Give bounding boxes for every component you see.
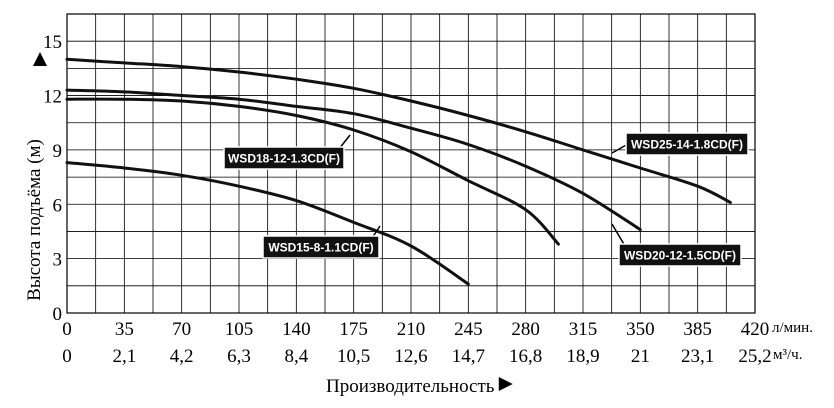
x-unit-secondary: м³/ч. (773, 347, 802, 363)
x-axis-title: Производительность (326, 376, 495, 397)
x-tick-label-secondary: 10,5 (337, 346, 370, 367)
series-labels: WSD18-12-1.3CD(F) WSD25-14-1.8CD(F) WSD15-… (223, 132, 749, 267)
series-line-wsd18-12-1-3cd-f (65, 97, 560, 246)
series-line-wsd25-14-1-8cd-f (65, 57, 732, 204)
label-leader-line (611, 223, 626, 247)
series-label-box (625, 132, 749, 156)
x-tick-label-secondary: 8,4 (284, 346, 308, 367)
x-tick-label-secondary: 23,1 (681, 346, 714, 367)
grid (66, 13, 756, 314)
x-tick-label-primary: 385 (683, 319, 712, 340)
series-label-box (618, 243, 742, 267)
x-tick-label-secondary: 0 (62, 346, 72, 367)
y-tick-labels: 0 3 6 9 12 15 (43, 32, 62, 325)
series-label: WSD20-12-1.5CD(F) (624, 249, 736, 263)
x-tick-label-primary: 105 (225, 319, 254, 340)
series-label: WSD18-12-1.3CD(F) (228, 152, 340, 166)
y-axis-title: Высота подъёма (м) (24, 139, 45, 301)
series-curves (65, 57, 732, 286)
y-tick-label: 0 (53, 304, 63, 325)
x-tick-labels-primary: 0 35 70 105 140 175 210 245 280 315 350 385 420 (62, 319, 769, 340)
series-line-wsd15-8-1-1cd-f (65, 161, 470, 286)
x-tick-label-secondary: 25,2 (738, 346, 771, 367)
series-label-box (223, 146, 345, 170)
x-tick-label-secondary: 18,9 (566, 346, 599, 367)
x-tick-label-secondary: 12,6 (394, 346, 427, 367)
y-tick-label: 3 (53, 250, 63, 271)
x-tick-label-primary: 315 (569, 319, 598, 340)
x-tick-labels-secondary: 0 2,1 4,2 6,3 8,4 10,5 12,6 14,7 16,8 18,9 21 23,1 2… (62, 346, 771, 367)
series-label: WSD15-8-1.1CD(F) (268, 241, 373, 255)
series-label-box (262, 235, 380, 259)
x-tick-label-secondary: 14,7 (452, 346, 485, 367)
y-tick-label: 6 (53, 195, 63, 216)
x-tick-label-secondary: 2,1 (112, 346, 136, 367)
x-axis-arrow-icon (498, 377, 513, 391)
x-tick-label-secondary: 6,3 (227, 346, 251, 367)
series-label: WSD25-14-1.8CD(F) (631, 138, 743, 152)
x-tick-label-primary: 350 (626, 319, 655, 340)
x-tick-label-primary: 210 (397, 319, 426, 340)
x-tick-label-primary: 175 (339, 319, 368, 340)
x-tick-label-primary: 140 (282, 319, 311, 340)
x-tick-label-primary: 420 (741, 319, 770, 340)
axis-titles: Высота подъёма (м) Производительность л/… (24, 52, 813, 397)
y-tick-label: 9 (53, 141, 63, 162)
series-line-wsd20-12-1-5cd-f (65, 88, 642, 232)
x-tick-label-primary: 245 (454, 319, 483, 340)
x-unit-primary: л/мин. (772, 320, 813, 336)
x-tick-label-primary: 280 (511, 319, 540, 340)
x-tick-label-secondary: 21 (631, 346, 650, 367)
x-tick-label-primary: 0 (62, 319, 72, 340)
y-tick-label: 12 (43, 87, 62, 108)
y-tick-label: 15 (43, 32, 62, 53)
x-tick-label-primary: 35 (115, 319, 134, 340)
x-tick-label-primary: 70 (172, 319, 191, 340)
x-tick-label-secondary: 4,2 (170, 346, 194, 367)
y-axis-arrow-icon (33, 52, 47, 66)
x-tick-label-secondary: 16,8 (509, 346, 542, 367)
